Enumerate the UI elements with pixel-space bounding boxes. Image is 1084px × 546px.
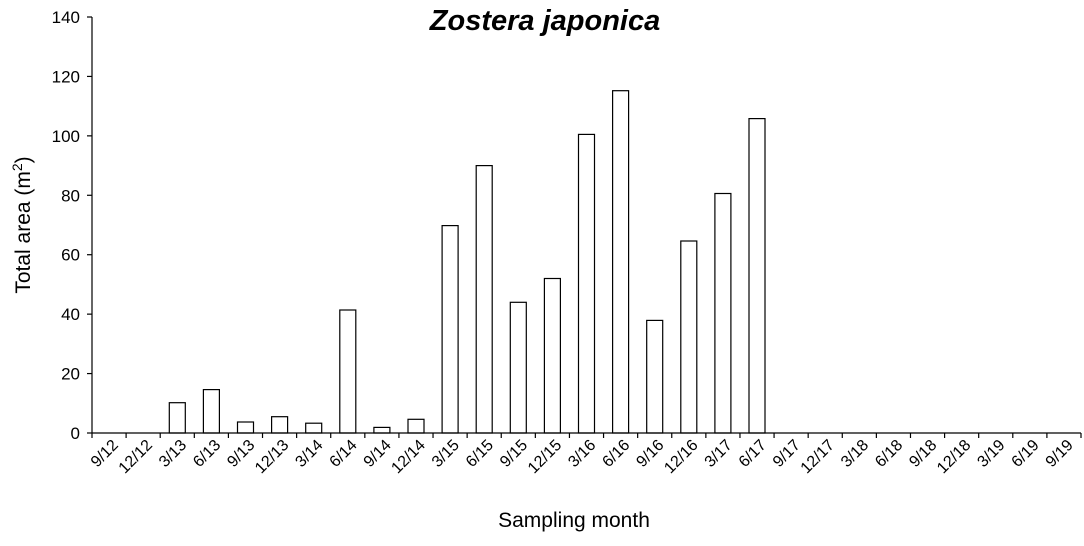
y-tick-label: 60	[61, 246, 80, 265]
y-tick-label: 40	[61, 305, 80, 324]
bar-6-16	[611, 90, 630, 434]
y-axis-title-main: Total area (m	[12, 171, 35, 294]
x-tick-label: 3/19	[974, 437, 1008, 471]
y-tick-label: 140	[52, 8, 80, 27]
x-tick-label: 6/18	[872, 437, 906, 471]
x-tick-label: 6/16	[599, 437, 633, 471]
x-axis-title: Sampling month	[498, 509, 650, 532]
bar-6-17	[748, 117, 766, 434]
x-tick-label: 6/19	[1009, 437, 1043, 471]
x-tick-label: 3/13	[156, 437, 190, 471]
x-tick-label: 9/19	[1043, 437, 1077, 471]
y-tick-label: 0	[71, 424, 80, 443]
bar-3-13	[168, 402, 186, 434]
x-tick-label: 3/18	[838, 437, 872, 471]
bar-9-13	[236, 421, 255, 434]
bar-3-15	[441, 225, 459, 434]
x-tick-label: 12/12	[116, 437, 156, 477]
bar-6-14	[339, 309, 357, 434]
x-tick-label: 6/17	[736, 437, 770, 471]
bar-6-15	[475, 165, 493, 434]
bar-12-14	[407, 418, 425, 434]
x-tick-label: 6/13	[190, 437, 224, 471]
x-tick-label: 12/16	[661, 437, 701, 477]
x-tick-label: 12/15	[525, 437, 565, 477]
y-axis-title-sup: 2	[9, 163, 25, 171]
x-tick-label: 3/15	[429, 437, 463, 471]
y-axis-title-close: )	[12, 156, 35, 163]
y-tick-label: 20	[61, 365, 80, 384]
bar-6-13	[202, 389, 220, 434]
y-tick-label: 120	[52, 67, 80, 86]
bar-12-16	[680, 240, 698, 434]
chart-title: Zostera japonica	[429, 5, 660, 37]
x-tick-label: 3/16	[565, 437, 599, 471]
y-axis-title: Total area (m2)	[9, 156, 35, 293]
x-tick-label: 3/14	[292, 437, 326, 471]
bar-9-15	[509, 301, 527, 434]
x-tick-label: 6/14	[327, 437, 361, 471]
x-tick-label: 3/17	[702, 437, 736, 471]
x-tick-label: 12/17	[798, 437, 838, 477]
bar-9-14	[373, 426, 391, 434]
x-tick-label: 12/18	[934, 437, 974, 477]
bar-3-16	[577, 133, 596, 434]
bar-9-16	[646, 319, 664, 434]
y-ticks-group: 0 20 40 60 80 100 120 140	[52, 8, 92, 443]
y-tick-label: 80	[61, 186, 80, 205]
bar-12-13	[271, 416, 289, 434]
bar-12-15	[543, 277, 562, 434]
bar-3-17	[714, 192, 732, 434]
x-tick-label: 12/13	[252, 437, 292, 477]
x-tick-label: 6/15	[463, 437, 497, 471]
bar-3-14	[305, 422, 323, 434]
bars-group	[168, 90, 766, 434]
y-tick-label: 100	[52, 127, 80, 146]
x-tick-label: 12/14	[388, 437, 428, 477]
